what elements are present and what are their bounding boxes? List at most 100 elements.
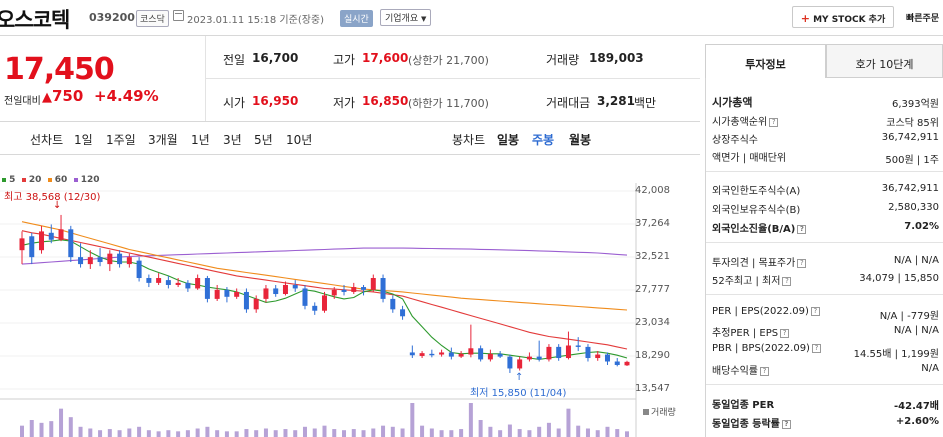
- volume-bar: [420, 425, 425, 437]
- candle-body: [292, 284, 298, 289]
- candle-body: [595, 354, 601, 359]
- candle-body: [448, 352, 454, 357]
- volume-bar: [507, 424, 512, 437]
- realtime-button[interactable]: 실시간: [340, 10, 373, 27]
- candle-body: [214, 289, 220, 299]
- opinion-label: 투자의견 | 목표주가?: [712, 254, 807, 269]
- volume-label: 거래량: [546, 53, 580, 67]
- company-overview-dropdown[interactable]: 기업개요 ▼: [380, 9, 432, 26]
- candle-body: [526, 356, 532, 360]
- help-icon: ?: [780, 328, 790, 338]
- candle-monthly[interactable]: 월봉: [569, 133, 592, 147]
- candle-body: [136, 260, 142, 279]
- volume-bar: [59, 408, 64, 437]
- volume-bar: [195, 428, 200, 437]
- volume-bar: [166, 430, 171, 437]
- tab-hoga-10[interactable]: 호가 10단계: [826, 44, 943, 78]
- period-1d[interactable]: 1일: [74, 133, 93, 147]
- volume-bar: [20, 425, 24, 437]
- y-tick-label: 32,521: [635, 251, 670, 262]
- help-icon: ?: [810, 306, 820, 316]
- period-1w[interactable]: 1주일: [106, 133, 136, 147]
- volume-bar: [361, 430, 366, 437]
- high-label: 고가: [333, 53, 356, 67]
- candle-body: [409, 352, 415, 356]
- candle-body: [302, 288, 308, 306]
- candle-body: [39, 231, 45, 251]
- candle-weekly[interactable]: 주봉: [532, 133, 555, 147]
- quote-datetime: 2023.01.11 15:18 기준(장중): [187, 15, 325, 26]
- candle-body: [565, 345, 571, 359]
- industry-per-value: -42.47배: [894, 401, 939, 412]
- candle-body: [146, 278, 152, 283]
- line-chart-label: 선차트: [30, 133, 64, 147]
- candle-body: [312, 305, 318, 311]
- candle-body: [126, 257, 132, 265]
- company-overview-label: 기업개요: [385, 14, 419, 24]
- volume-bar: [566, 408, 571, 437]
- help-icon: ?: [781, 419, 791, 429]
- ma-legend: 5 20 60 120: [2, 175, 100, 185]
- candle-body: [478, 348, 484, 360]
- period-1y[interactable]: 1년: [191, 133, 210, 147]
- candle-body: [185, 282, 191, 289]
- volume-bar: [312, 428, 317, 437]
- triangle-up-icon: ▲: [42, 90, 52, 105]
- candle-daily[interactable]: 일봉: [497, 133, 520, 147]
- chart-period-bar: [0, 121, 700, 155]
- dividend-value: N/A: [921, 363, 939, 374]
- period-3y[interactable]: 3년: [223, 133, 242, 147]
- change-amount: 750: [52, 87, 84, 105]
- max-annotation: 최고 38,568 (12/30): [4, 192, 101, 203]
- par-label: 액면가 | 매매단위: [712, 153, 787, 164]
- stock-chart: [0, 183, 637, 437]
- candle-body: [390, 298, 396, 310]
- volume-bar: [146, 430, 151, 437]
- help-icon: ?: [797, 258, 807, 268]
- help-icon: ?: [782, 276, 792, 286]
- volume-bar: [185, 430, 190, 437]
- quick-order-button[interactable]: 빠른주문: [906, 14, 940, 24]
- volume-bar: [98, 430, 103, 437]
- w52-value: 34,079 | 15,850: [859, 273, 939, 284]
- volume-bar: [68, 417, 73, 437]
- candle-body: [243, 291, 249, 310]
- plus-icon: +: [800, 12, 810, 25]
- ma-legend-5: 5: [9, 175, 16, 185]
- volume-bar: [254, 430, 259, 437]
- period-5y[interactable]: 5년: [254, 133, 273, 147]
- candle-body: [419, 353, 425, 356]
- market-cap-label: 시가총액: [712, 96, 753, 109]
- dividend-label: 배당수익률?: [712, 362, 769, 377]
- arrow-down-icon: ↓: [53, 200, 62, 211]
- candle-body: [273, 288, 279, 295]
- change-percent: +4.49%: [94, 87, 159, 105]
- candle-body: [575, 345, 581, 347]
- volume-bar: [527, 430, 532, 437]
- ma60-line: [21, 221, 628, 311]
- volume-bar: [537, 426, 542, 437]
- candle-body: [263, 288, 269, 299]
- period-10y[interactable]: 10년: [286, 133, 313, 147]
- volume-bar: [283, 429, 288, 437]
- volume-bar: [517, 429, 522, 437]
- volume-bar: [449, 430, 454, 437]
- tab-investment-info[interactable]: 투자정보: [705, 44, 826, 78]
- pbr-label: PBR | BPS(2022.09)?: [712, 343, 821, 354]
- candle-body: [351, 287, 357, 292]
- volume-bar: [127, 428, 132, 437]
- volume-bar: [546, 422, 551, 437]
- ma-legend-120: 120: [80, 175, 100, 185]
- shares-label: 상장주식수: [712, 135, 758, 146]
- candle-body: [468, 348, 474, 355]
- add-mystock-button[interactable]: + MY STOCK 추가: [792, 6, 894, 28]
- help-icon: ?: [760, 366, 769, 376]
- volume-bar: [234, 431, 239, 437]
- lower-limit: (하한가 11,700): [408, 97, 489, 110]
- period-3m[interactable]: 3개월: [148, 133, 178, 147]
- candle-body: [517, 359, 523, 369]
- per-label: PER | EPS(2022.09)?: [712, 306, 820, 317]
- candle-body: [19, 238, 25, 251]
- volume-bar: [498, 430, 503, 437]
- shares-value: 36,742,911: [881, 132, 939, 143]
